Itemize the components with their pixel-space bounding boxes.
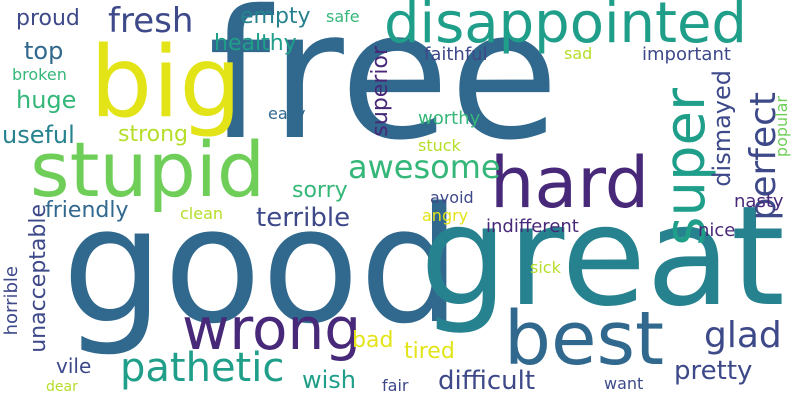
word-vile: vile [56, 354, 92, 378]
word-dismayed: dismayed [708, 70, 736, 187]
word-free: free [208, 0, 559, 179]
word-terrible: terrible [256, 203, 351, 233]
word-disappointed: disappointed [384, 0, 747, 56]
word-popular: popular [772, 96, 791, 158]
word-indifferent: indifferent [486, 216, 579, 237]
word-pathetic: pathetic [120, 345, 285, 391]
word-big: big [90, 26, 242, 140]
word-sick: sick [530, 258, 561, 277]
word-wrong: wrong [182, 295, 362, 363]
word-fair: fair [382, 376, 409, 395]
word-proud: proud [16, 6, 80, 31]
word-best: best [504, 296, 665, 382]
word-healthy: healthy [214, 31, 297, 56]
word-faithful: faithful [424, 44, 488, 65]
word-top: top [24, 37, 64, 65]
word-wish: wish [302, 366, 357, 394]
word-easy: easy [268, 104, 306, 123]
word-dear: dear [46, 379, 78, 395]
word-fresh: fresh [108, 1, 194, 41]
word-clean: clean [180, 204, 224, 223]
word-avoid: avoid [430, 188, 474, 207]
word-sorry: sorry [292, 178, 348, 203]
word-bad: bad [352, 328, 394, 353]
word-strong: strong [118, 122, 189, 147]
word-friendly: friendly [45, 198, 129, 223]
word-stuck: stuck [418, 136, 461, 155]
word-horrible: horrible [1, 266, 22, 336]
word-angry: angry [422, 206, 469, 225]
word-sad: sad [564, 44, 593, 63]
word-empty: empty [240, 4, 311, 29]
word-superior: superior [368, 46, 393, 137]
word-stupid: stupid [30, 125, 266, 214]
word-worthy: worthy [418, 108, 481, 129]
word-unacceptable: unacceptable [26, 204, 51, 353]
word-hard: hard [490, 142, 650, 224]
word-nasty: nasty [734, 191, 784, 212]
word-broken: broken [12, 65, 67, 84]
word-difficult: difficult [438, 366, 536, 396]
word-tired: tired [404, 339, 455, 364]
word-useful: useful [2, 121, 75, 149]
word-awesome: awesome [348, 148, 501, 186]
word-glad: glad [704, 315, 782, 356]
word-great: great [420, 176, 785, 337]
word-safe: safe [326, 7, 360, 26]
word-huge: huge [16, 86, 77, 114]
word-nice: nice [698, 220, 736, 241]
word-pretty: pretty [674, 356, 753, 386]
word-important: important [642, 44, 731, 65]
word-good: good [62, 172, 461, 359]
word-want: want [604, 374, 644, 393]
